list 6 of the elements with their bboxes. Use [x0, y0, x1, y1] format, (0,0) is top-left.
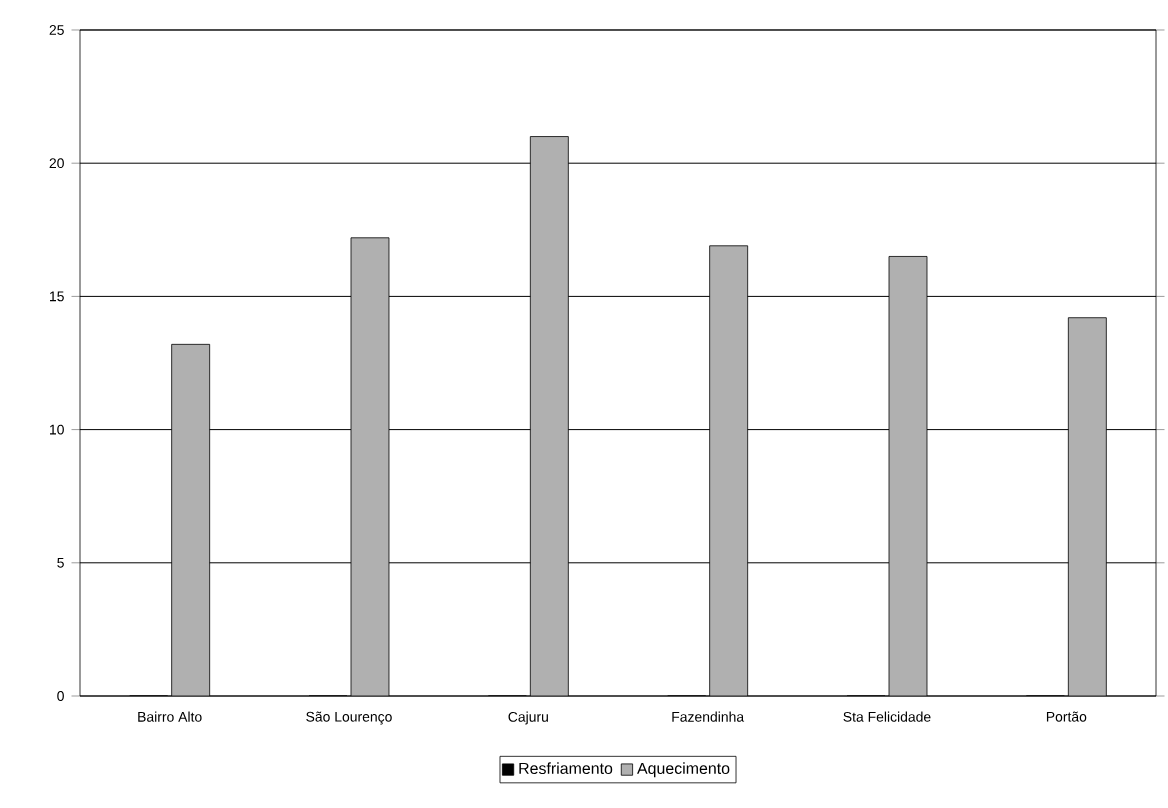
bar	[888, 256, 928, 696]
bar	[529, 136, 569, 696]
bar	[171, 343, 211, 696]
bar	[709, 245, 749, 696]
bar	[1067, 317, 1107, 696]
bar	[350, 237, 390, 696]
